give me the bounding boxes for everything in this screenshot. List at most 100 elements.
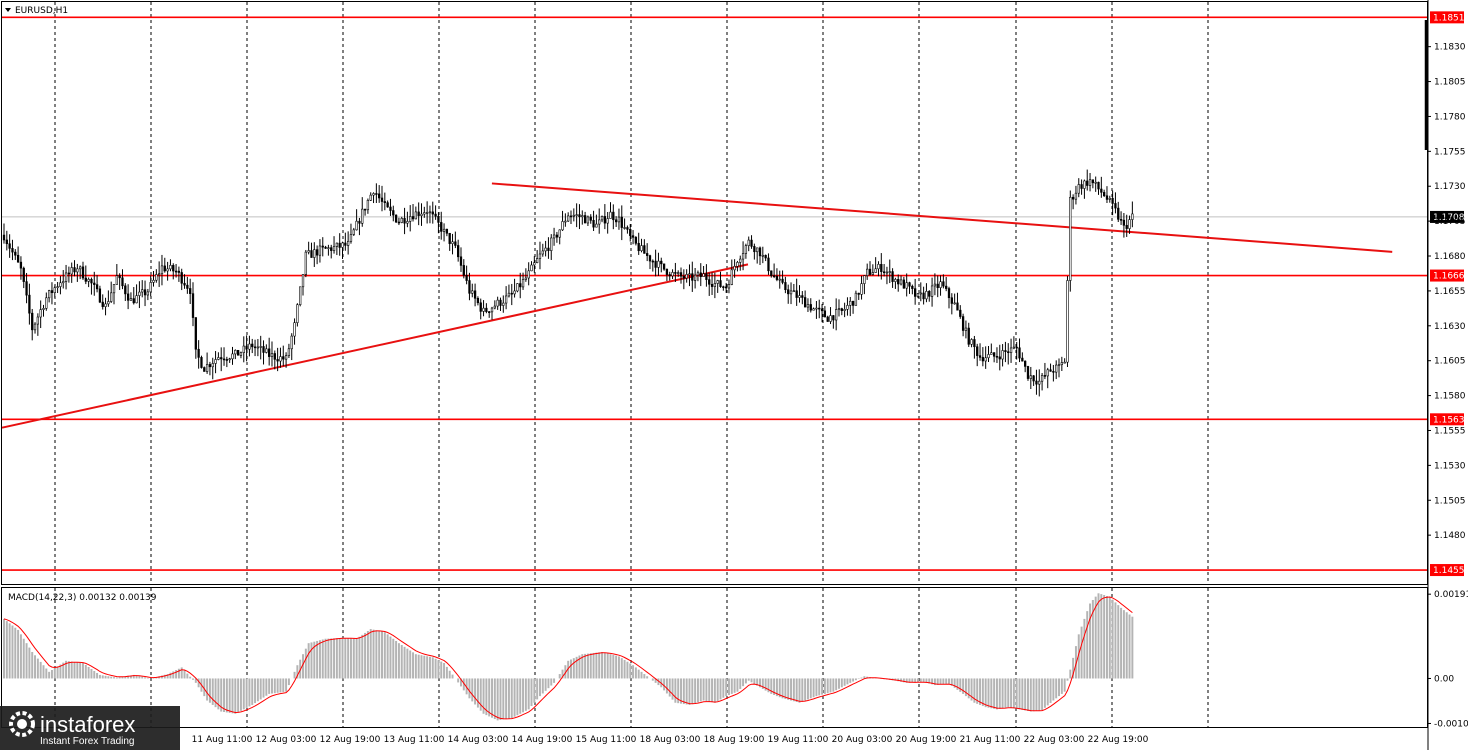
candle-body [809,304,812,311]
candle-body [739,258,742,263]
candle-body [1074,192,1078,200]
candle-body [1009,347,1013,353]
chart-menu-triangle-icon[interactable] [5,8,11,12]
trend-line[interactable] [1,263,749,429]
candle-body [978,355,982,358]
candle-body [521,279,525,288]
candle-body [866,268,869,276]
candle-body [152,279,155,283]
candle-body [284,355,288,360]
candle-body [581,215,584,218]
candle-body [47,290,51,299]
macd-series [3,593,1134,721]
candle-body [725,286,728,289]
candle-body [1015,346,1018,349]
candle-body [84,277,87,282]
candle-body [203,367,206,372]
macd-tick-label: -0.00102 [1434,719,1468,729]
macd-title-text: MACD(14,22,3) 0.00132 0.00139 [8,593,157,603]
candle-body [646,253,649,256]
candle-body [19,261,23,269]
candle-body [2,234,6,241]
watermark-background [0,706,180,750]
candle-body [485,307,488,312]
candle-body [87,278,90,282]
candle-body [741,253,745,260]
candle-body [499,299,502,306]
candle-body [897,279,900,285]
price-axis[interactable]: 1.1830 1.1805 1.1780 1.1755 1.1730 1.1705 1.16… [1424,0,1468,750]
candle-body [8,243,11,249]
candle-body [961,316,965,331]
candle-body [702,273,705,277]
candle-body [569,215,573,218]
trend-lines [1,182,1393,429]
time-tick-label: 22 Aug 03:00 [1024,735,1085,745]
candle-body [679,272,683,277]
candle-body [592,220,595,228]
candle-body [544,247,547,252]
candle-body [406,221,409,224]
candle-body [767,257,770,272]
candle-body [214,359,217,364]
time-axis[interactable]: 11 Aug 11:00 12 Aug 03:00 12 Aug 19:00 13 A… [192,735,1149,745]
candle-body [330,247,333,251]
candle-body [854,292,858,306]
candle-body [349,234,353,242]
candle-body [871,272,874,275]
candle-body [727,284,731,289]
time-tick-label: 12 Aug 19:00 [320,735,381,745]
candle-body [465,274,468,281]
candle-body [832,315,835,321]
candle-body [922,292,925,300]
candle-body [493,305,496,309]
price-tick-label: 1.1505 [1434,496,1466,506]
candle-body [586,216,590,224]
candle-body [533,262,536,266]
candle-body [332,246,336,251]
candle-body [110,292,113,302]
candle-body [270,353,274,357]
candle-body [843,309,846,311]
candle-body [1080,184,1083,189]
candle-body [651,260,654,263]
candle-body [121,277,124,287]
candle-body [634,237,638,244]
candle-body [440,222,443,232]
candle-body [11,248,14,253]
time-tick-label: 15 Aug 11:00 [576,735,637,745]
candle-body [1114,203,1117,209]
candle-body [789,290,793,295]
candle-body [1069,196,1072,281]
candle-body [310,250,313,258]
candle-body [1052,371,1055,373]
candle-body [236,349,240,356]
candle-body [194,317,197,350]
candle-body [919,292,922,295]
level-label-text: 1.1455 [1433,566,1465,576]
candle-body [490,307,494,313]
candle-body [1111,197,1114,204]
candle-body [293,322,296,337]
instaforex-watermark: instaforex Instant Forex Trading [0,706,180,750]
candle-body [39,309,42,318]
level-label-text: 1.1851 [1433,13,1465,23]
candle-body [1040,375,1044,382]
candle-body [231,353,234,360]
candle-body [76,268,79,273]
candle-body [174,270,178,273]
candle-body [1086,180,1089,186]
time-tick-label: 20 Aug 19:00 [896,735,957,745]
candle-body [222,358,226,361]
candle-body [28,294,31,314]
level-label-text: 1.1666 [1433,272,1465,282]
candle-body [778,278,781,281]
candle-body [186,284,189,289]
candle-body [547,247,550,251]
trend-line[interactable] [491,182,1393,253]
candle-body [313,249,316,258]
candle-body [956,302,959,311]
candle-body [967,327,970,345]
candle-body [798,295,801,298]
candle-body [22,267,25,282]
